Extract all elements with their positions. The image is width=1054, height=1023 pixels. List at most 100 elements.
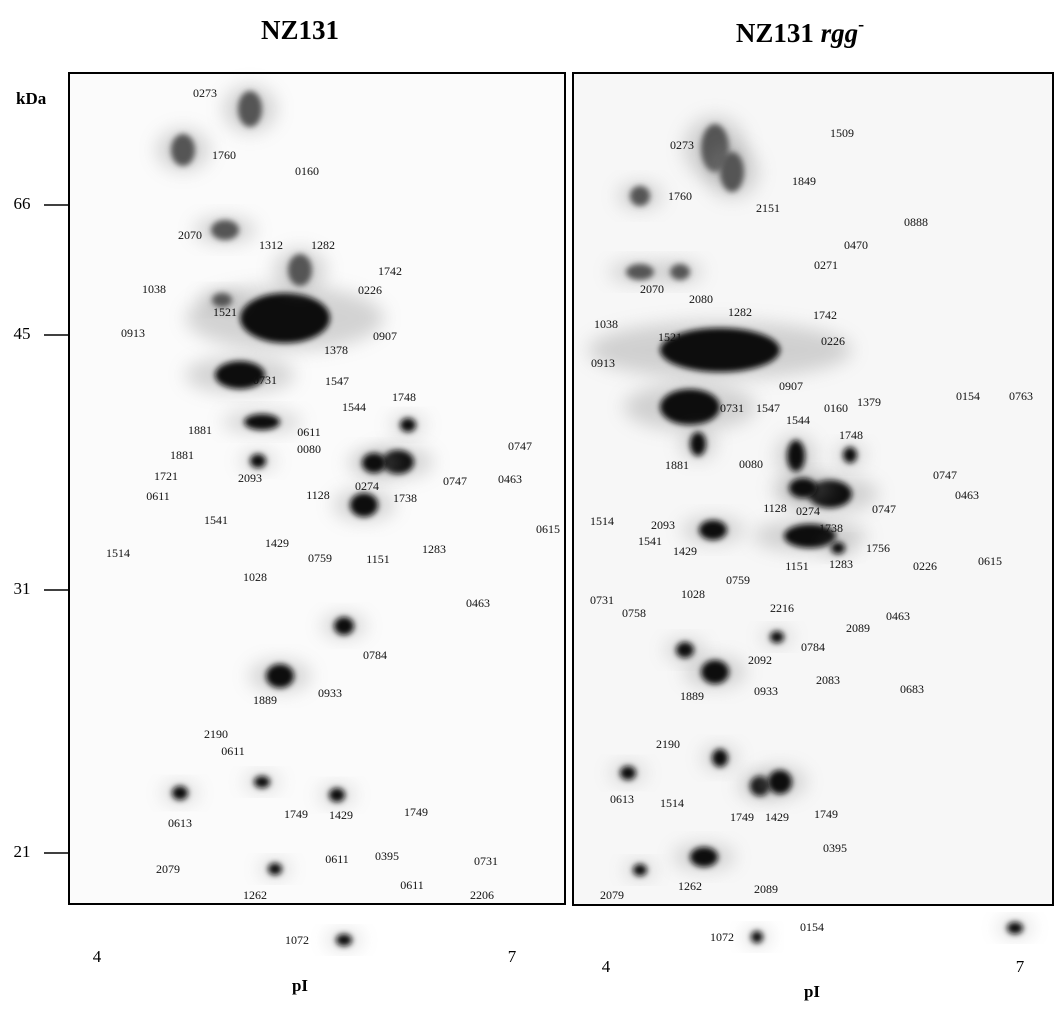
spot-label: 0154	[956, 389, 980, 403]
gel-spot	[784, 524, 836, 548]
gel-spot	[334, 617, 354, 635]
spot-label: 0226	[913, 559, 937, 573]
spot-label: 0933	[754, 684, 778, 698]
spot-label: 1429	[265, 536, 289, 550]
spot-label: 0784	[363, 648, 387, 662]
spot-label: 1749	[404, 805, 428, 819]
spot-label: 1521	[658, 330, 682, 344]
spot-label: 0615	[978, 554, 1002, 568]
x-max: 7	[508, 947, 517, 966]
spot-label: 0747	[933, 468, 957, 482]
spot-label: 2151	[756, 201, 780, 215]
spot-label: 0907	[779, 379, 803, 393]
gel-spot	[254, 776, 270, 788]
spot-label: 2190	[204, 727, 228, 741]
spot-label: 1748	[839, 428, 863, 442]
x-min: 4	[93, 947, 102, 966]
gel-spot	[240, 293, 330, 343]
spot-label: 1760	[668, 189, 692, 203]
spot-label: 1151	[785, 559, 809, 573]
spot-label: 1028	[243, 570, 267, 584]
spot-label: 1541	[204, 513, 228, 527]
y-tick-label: 66	[14, 194, 31, 213]
gel-spot	[690, 432, 706, 456]
spot-label: 0395	[823, 841, 847, 855]
spot-label: 0731	[720, 401, 744, 415]
spot-label: 0763	[1009, 389, 1033, 403]
spot-label: 1514	[106, 546, 130, 560]
y-tick-label: 31	[14, 579, 31, 598]
spot-label: 1541	[638, 534, 662, 548]
gel-spot	[336, 934, 352, 946]
spot-label: 0274	[796, 504, 820, 518]
spot-label: 2070	[178, 228, 202, 242]
spot-label: 1738	[393, 491, 417, 505]
gel-spot	[620, 766, 636, 780]
gel-spot	[843, 447, 857, 463]
spot-label: 0080	[297, 442, 321, 456]
spot-label: 1521	[213, 305, 237, 319]
spot-label: 1262	[243, 888, 267, 902]
spot-label: 0160	[295, 164, 319, 178]
panel-title: NZ131 rgg-	[736, 14, 864, 48]
spot-label: 1889	[253, 693, 277, 707]
spot-label: 0611	[400, 878, 424, 892]
spot-label: 1721	[154, 469, 178, 483]
gel-spot	[660, 389, 720, 425]
spot-label: 0273	[193, 86, 217, 100]
gel-spot	[400, 418, 416, 432]
spot-label: 0463	[498, 472, 522, 486]
spot-label: 1283	[422, 542, 446, 556]
spot-label: 1282	[728, 305, 752, 319]
gel-spot	[701, 660, 729, 684]
spot-label: 2092	[748, 653, 772, 667]
gel-spot	[720, 152, 744, 192]
spot-label: 1514	[660, 796, 684, 810]
gel-spot	[633, 864, 647, 876]
spot-label: 1749	[814, 807, 838, 821]
spot-label: 1742	[813, 308, 837, 322]
spot-label: 1849	[792, 174, 816, 188]
spot-label: 0274	[355, 479, 379, 493]
x-max: 7	[1016, 957, 1025, 976]
spot-label: 0888	[904, 215, 928, 229]
spot-label: 0747	[872, 502, 896, 516]
spot-label: 2093	[238, 471, 262, 485]
gel-spot	[670, 264, 690, 280]
spot-label: 2080	[689, 292, 713, 306]
spot-label: 1881	[188, 423, 212, 437]
spot-label: 0226	[821, 334, 845, 348]
spot-label: 1128	[306, 488, 330, 502]
x-label: pI	[804, 982, 820, 1001]
spot-label: 0613	[610, 792, 634, 806]
gel-spot	[768, 770, 792, 794]
spot-label: 1742	[378, 264, 402, 278]
spot-label: 0615	[536, 522, 560, 536]
spot-label: 2070	[640, 282, 664, 296]
y-tick-label: 21	[14, 842, 31, 861]
spot-label: 1128	[763, 501, 787, 515]
gel-spot	[690, 847, 718, 867]
gel-spot	[789, 478, 817, 498]
spot-label: 1038	[142, 282, 166, 296]
spot-label: 0611	[325, 852, 349, 866]
panel-title: NZ131	[261, 15, 339, 45]
spot-label: 0759	[308, 551, 332, 565]
spot-label: 1429	[673, 544, 697, 558]
spot-label: 0933	[318, 686, 342, 700]
spot-label: 0226	[358, 283, 382, 297]
spot-label: 0613	[168, 816, 192, 830]
gel-spot	[350, 493, 378, 517]
spot-label: 0463	[466, 596, 490, 610]
spot-label: 0080	[739, 457, 763, 471]
spot-label: 1749	[284, 807, 308, 821]
spot-label: 2216	[770, 601, 794, 615]
spot-label: 2079	[156, 862, 180, 876]
spot-label: 1544	[786, 413, 810, 427]
gel-spot	[329, 788, 345, 802]
spot-label: 1072	[710, 930, 734, 944]
spot-label: 1282	[311, 238, 335, 252]
spot-label: 1760	[212, 148, 236, 162]
spot-label: 0731	[590, 593, 614, 607]
